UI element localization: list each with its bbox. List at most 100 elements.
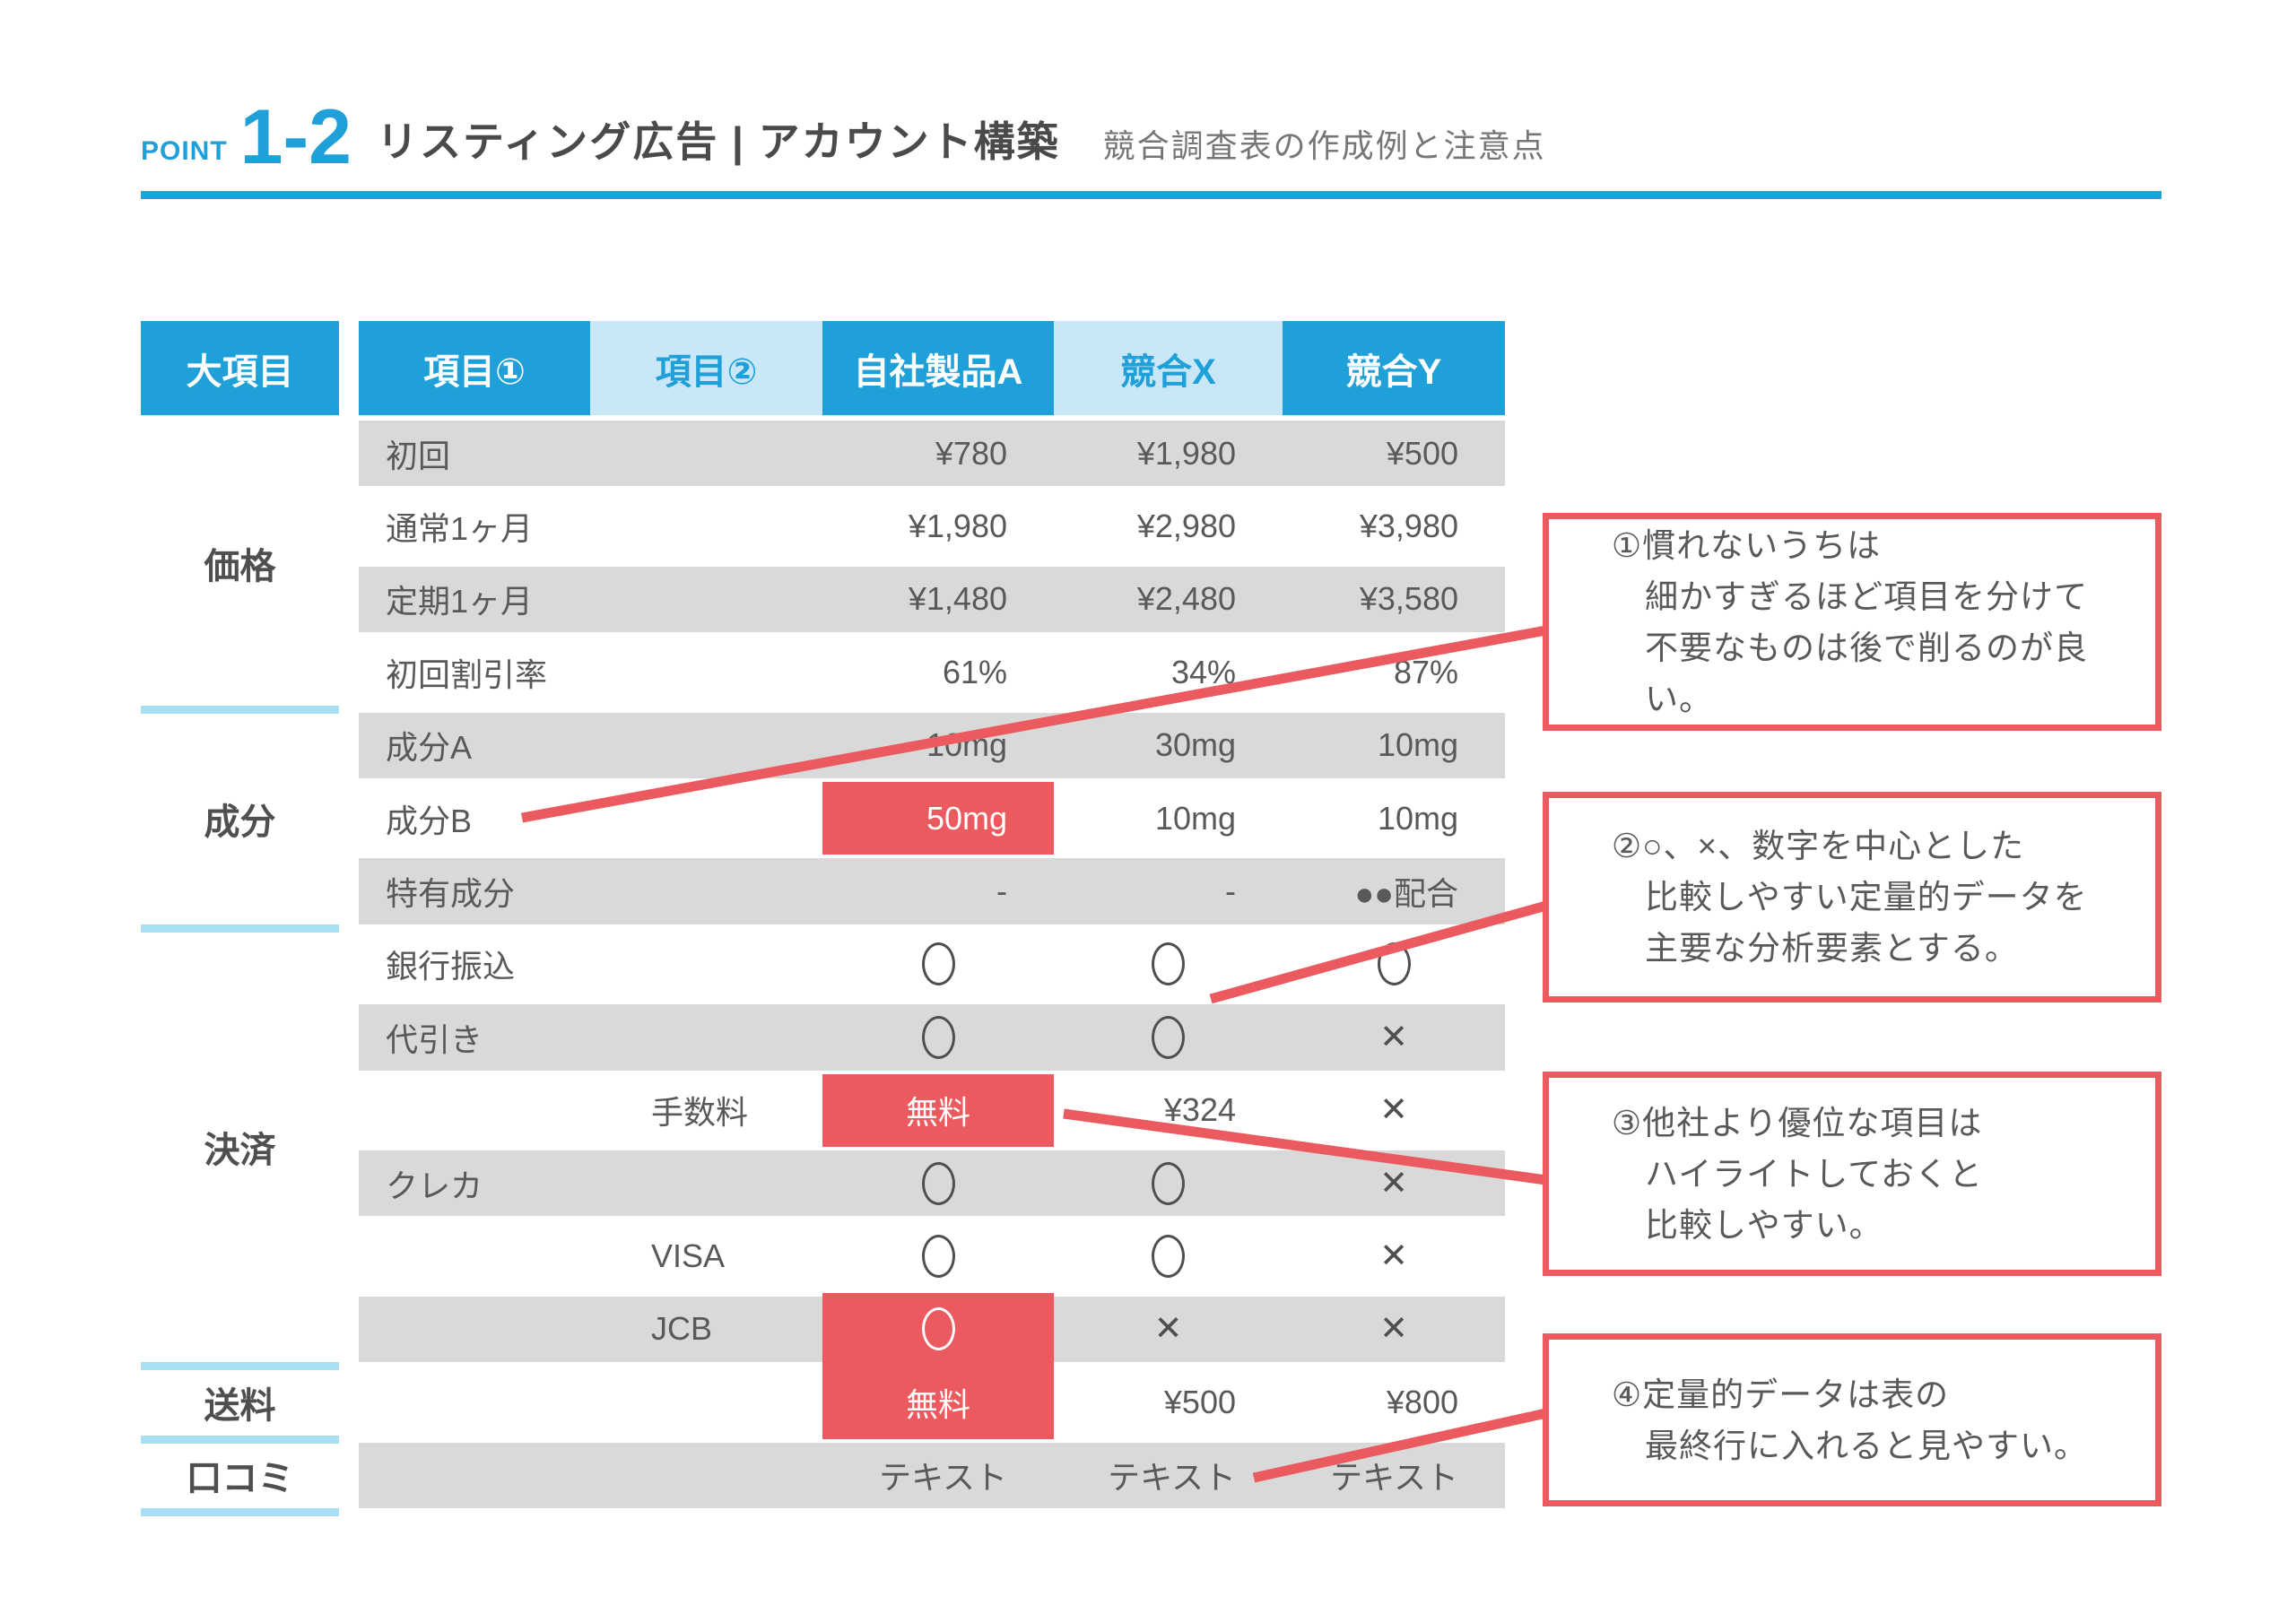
value-cell: ¥3,980 (1359, 508, 1458, 545)
row-label-item1: 代引き (386, 1020, 483, 1058)
value-cell: ¥3,580 (1359, 580, 1458, 618)
value-cell (822, 1147, 1054, 1219)
value-cell: 10mg (926, 726, 1007, 764)
point-number: 1-2 (239, 93, 352, 180)
row-label-item2: VISA (651, 1237, 726, 1275)
value-cell: 10mg (1377, 799, 1458, 837)
value-cell: ✕ (1283, 1074, 1505, 1147)
value-cell (822, 928, 1054, 1001)
value-cell: 87% (1393, 653, 1458, 690)
annotation-box-3: ③他社より優位な項目はハイライトしておくと 比較しやすい。 (1543, 1072, 2161, 1276)
annotation-box-4: ④定量的データは表の最終行に入れると見やすい。 (1543, 1333, 2161, 1506)
column-header-1: 項目① (359, 321, 590, 415)
table-row-band (359, 421, 1505, 487)
value-cell: 10mg (1377, 726, 1458, 764)
value-cell: 無料 (822, 1366, 1054, 1439)
annotation-line: 比較しやすい定量的データを (1645, 879, 2088, 916)
value-cell: ¥2,980 (1136, 508, 1236, 545)
row-label-item1: 成分A (386, 729, 473, 767)
annotation-line: 細かすぎるほど項目を分けて (1645, 577, 2088, 615)
circle-mark (921, 1235, 955, 1279)
row-label-item1: 特有成分 (386, 875, 516, 913)
cross-mark: ✕ (1379, 1237, 1408, 1276)
table-row-band (359, 566, 1505, 633)
circle-mark (921, 1161, 955, 1205)
point-label: POINT (141, 136, 228, 166)
value-cell: ¥780 (935, 434, 1007, 472)
row-label-item2: JCB (651, 1310, 713, 1348)
value-cell: ¥500 (1163, 1383, 1236, 1420)
annotation-box-1: ①慣れないうちは細かすぎるほど項目を分けて不要なものは後で削るのが良い。 (1543, 513, 2161, 731)
value-cell: ¥800 (1386, 1383, 1458, 1420)
cross-mark: ✕ (1379, 1310, 1408, 1349)
circle-mark (1152, 1235, 1185, 1279)
annotation-line: ハイライトしておくと (1645, 1155, 1984, 1193)
value-cell (1054, 1001, 1283, 1073)
value-cell (1054, 1147, 1283, 1219)
value-cell: ✕ (1283, 1219, 1505, 1292)
value-cell: テキスト (879, 1459, 1007, 1497)
category-label-1: 価格 (204, 546, 276, 586)
column-header-3: 自社製品A (822, 321, 1054, 415)
value-cell: テキスト (1108, 1459, 1236, 1497)
value-cell: 30mg (1154, 726, 1236, 764)
annotation-line: ③他社より優位な項目は (1612, 1104, 1983, 1141)
value-cell (1054, 1219, 1283, 1292)
page-title: リスティング広告 | アカウント構築 (376, 118, 1060, 165)
cross-mark: ✕ (1379, 1018, 1408, 1056)
value-cell: 34% (1170, 653, 1236, 690)
value-cell (1054, 928, 1283, 1001)
cross-mark: ✕ (1379, 1091, 1408, 1130)
annotation-line: 比較しやすい。 (1645, 1206, 1883, 1244)
row-label-item1: 定期1ヶ月 (386, 583, 534, 621)
row-label-item1: 初回割引率 (386, 655, 548, 693)
value-cell: 10mg (1154, 799, 1236, 837)
value-cell: ¥324 (1163, 1091, 1236, 1129)
category-separator (141, 924, 339, 933)
row-label-item1: 通常1ヶ月 (386, 510, 534, 548)
column-header-5: 競合Y (1283, 321, 1505, 415)
annotation-line: ②○、×、数字を中心とした (1612, 828, 2025, 864)
value-cell: ¥1,980 (908, 508, 1007, 545)
category-separator (141, 1508, 339, 1516)
value-cell (822, 1219, 1054, 1292)
annotation-line: ④定量的データは表の (1612, 1376, 1950, 1413)
category-label-5: 口コミ (186, 1459, 294, 1499)
header-rule (141, 191, 2161, 199)
circle-mark (921, 1307, 955, 1351)
value-cell: ¥2,480 (1136, 580, 1236, 618)
cross-mark: ✕ (1153, 1310, 1183, 1349)
value-cell: ✕ (1283, 1001, 1505, 1073)
column-header-2: 項目② (590, 321, 822, 415)
value-cell: ●●配合 (1354, 875, 1459, 913)
category-label-4: 送料 (204, 1385, 276, 1426)
value-cell: テキスト (1330, 1459, 1458, 1497)
row-label-item1: クレカ (386, 1167, 483, 1204)
circle-mark (1152, 1161, 1185, 1205)
value-cell: 50mg (822, 782, 1054, 855)
value-cell: 無料 (822, 1073, 1054, 1147)
value-cell: ✕ (1054, 1293, 1283, 1366)
annotation-line: 主要な分析要素とする。 (1645, 930, 2019, 967)
value-cell: ¥1,480 (908, 580, 1007, 618)
category-label-3: 決済 (204, 1130, 276, 1170)
annotation-line: 最終行に入れると見やすい。 (1645, 1427, 2088, 1464)
value-cell (822, 1001, 1054, 1073)
cross-mark: ✕ (1379, 1164, 1408, 1202)
page-subtitle: 競合調査表の作成例と注意点 (1102, 127, 1546, 164)
value-cell: 61% (942, 653, 1007, 690)
circle-mark (1152, 942, 1185, 986)
value-cell (822, 1292, 1054, 1367)
value-cell: ¥1,980 (1136, 434, 1236, 472)
row-label-item1: 初回 (386, 437, 451, 474)
annotation-line: ①慣れないうちは (1612, 526, 1882, 564)
category-label-2: 成分 (204, 802, 276, 842)
value-cell: ✕ (1283, 1147, 1505, 1219)
value-cell: - (996, 872, 1007, 910)
value-cell: ¥500 (1386, 434, 1458, 472)
annotation-line: 不要なものは後で削るのが良い。 (1645, 629, 2088, 717)
circle-mark (1152, 1015, 1185, 1059)
category-separator (141, 1435, 339, 1444)
row-label-item2: 手数料 (651, 1094, 749, 1132)
